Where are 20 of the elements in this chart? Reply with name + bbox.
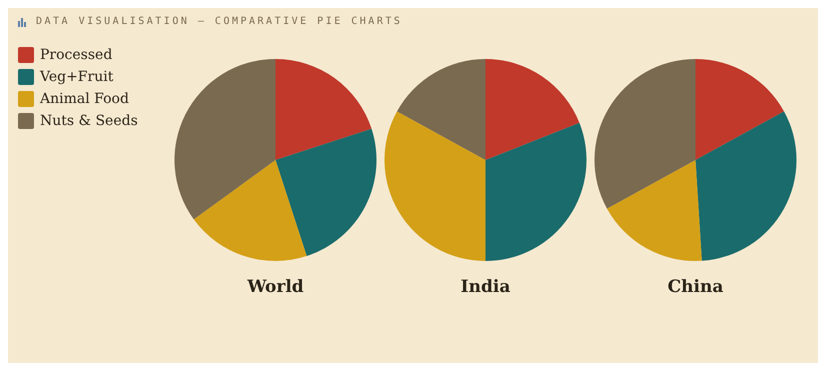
legend-label: Veg+Fruit <box>40 69 114 85</box>
legend-label: Nuts & Seeds <box>40 113 138 129</box>
pie-slice <box>276 128 376 256</box>
text: India <box>460 277 510 297</box>
chart-title: DATA VISUALISATION — COMPARATIVE PIE CHARTS <box>36 16 402 27</box>
pie-slice <box>696 111 796 261</box>
text: World <box>247 277 304 297</box>
pie-slice <box>384 111 486 261</box>
pie-slice <box>486 59 580 160</box>
legend-label: Processed <box>40 47 112 63</box>
legend-label: Animal Food <box>40 91 129 107</box>
pie-slice <box>276 59 372 160</box>
pie-slice <box>606 160 702 261</box>
pie-slice <box>594 59 696 209</box>
pie-slice <box>396 59 486 160</box>
pie-slice <box>486 122 586 261</box>
pie-slice <box>174 59 276 220</box>
pie-slice <box>696 59 784 160</box>
pie-slice <box>194 160 307 261</box>
text: China <box>668 277 724 297</box>
